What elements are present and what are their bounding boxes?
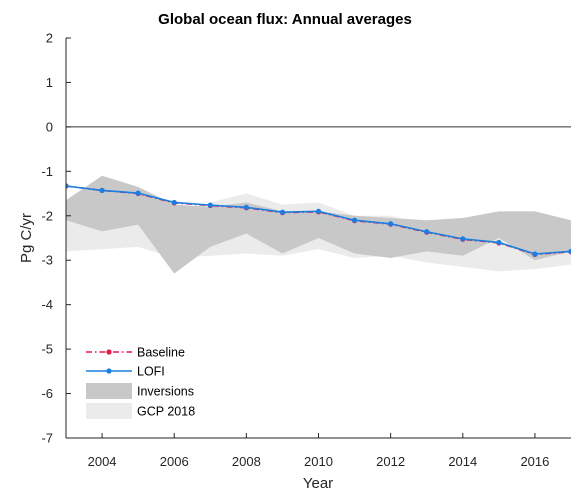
data-point-lofi [568,248,571,254]
x-axis-ticks: 2004 2006 2008 2010 2012 2014 2016 [88,433,549,469]
data-series [66,183,571,258]
y-tick-label: -6 [41,386,53,401]
y-tick-label: 2 [46,31,53,46]
legend-label: Inversions [137,385,194,399]
x-tick-label: 2004 [88,454,117,469]
y-tick-label: -2 [41,208,53,223]
data-point-lofi [424,229,430,235]
data-point-lofi [171,199,177,206]
data-point-lofi [496,239,502,246]
data-point-lofi [243,204,249,210]
legend-marker-lofi [106,368,112,374]
legend-label: GCP 2018 [137,405,195,419]
y-tick-label: -7 [41,431,53,446]
x-tick-label: 2008 [232,454,261,469]
y-tick-label: 0 [46,119,53,134]
y-axis-title: Pg C/yr [18,213,35,263]
uncertainty-bands [66,175,571,274]
data-point-lofi [351,217,358,223]
x-tick-label: 2012 [376,454,405,469]
x-tick-label: 2010 [304,454,333,469]
y-tick-label: 1 [46,75,53,90]
legend-swatch-inversions [86,383,132,399]
x-axis-title: Year [303,475,333,490]
data-point-lofi [99,187,105,194]
y-axis-ticks: 2 1 0 -1 -2 -3 -4 -5 -6 -7 [41,31,71,446]
data-point-lofi [135,190,141,196]
legend-marker-baseline [106,349,112,355]
data-point-lofi [66,183,69,189]
y-tick-label: -5 [41,342,53,357]
band-inversions [66,175,571,274]
data-point-lofi [279,209,286,215]
y-tick-label: -1 [41,164,53,179]
data-point-lofi [532,251,538,257]
legend-swatch-gcp-2018 [86,403,132,419]
legend-label: Baseline [137,346,185,360]
x-tick-label: 2016 [520,454,549,469]
y-tick-label: -4 [41,297,53,312]
legend-label: LOFI [137,365,165,379]
chart-title: Global ocean flux: Annual averages [158,11,412,28]
data-point-lofi [315,208,322,214]
legend: Baseline LOFI Inversions GCP 2018 [75,337,225,425]
data-point-lofi [207,202,213,208]
y-tick-label: -3 [41,253,53,268]
x-tick-label: 2014 [448,454,477,469]
data-point-lofi [388,221,394,227]
data-point-lofi [460,236,466,242]
x-tick-label: 2006 [160,454,189,469]
